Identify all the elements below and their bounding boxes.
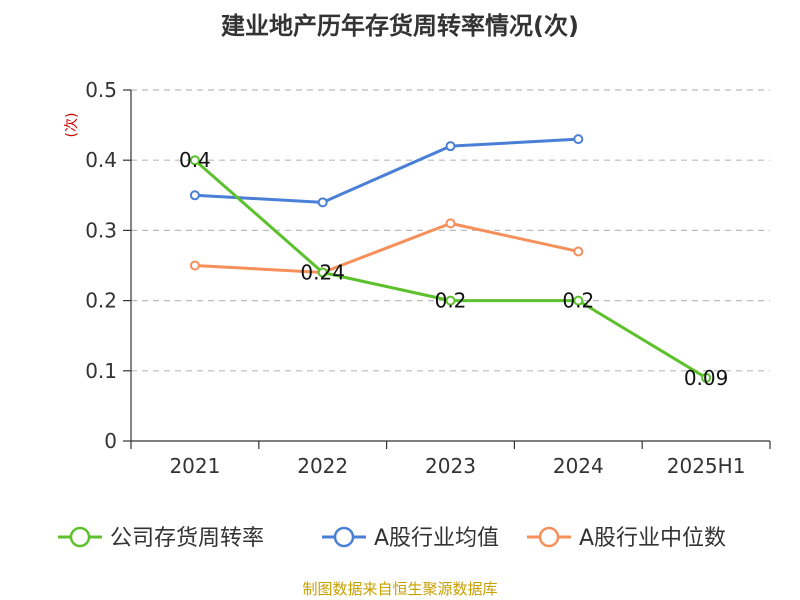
data-point: [573, 134, 584, 145]
legend-marker: [333, 526, 355, 548]
data-point: [445, 218, 456, 229]
data-label: 0.09: [684, 366, 729, 390]
data-point: [445, 141, 456, 152]
legend: 公司存货周转率 A股行业均值 A股行业中位数: [58, 526, 726, 551]
x-tick-label: 2022: [297, 454, 348, 478]
x-tick-label: 2024: [553, 454, 604, 478]
y-tick-label: 0.3: [85, 218, 117, 242]
data-point: [573, 295, 584, 306]
legend-item[interactable]: A股行业均值: [322, 526, 499, 551]
data-label: 0.2: [435, 289, 467, 313]
legend-label: 公司存货周转率: [110, 526, 264, 551]
source-note: 制图数据来自恒生聚源数据库: [302, 580, 497, 598]
data-point: [189, 190, 200, 201]
data-points: [189, 134, 712, 383]
data-label: 0.4: [179, 148, 211, 172]
chart-title: 建业地产历年存货周转率情况(次): [221, 12, 579, 40]
legend-item[interactable]: 公司存货周转率: [58, 526, 264, 551]
y-tick-label: 0.5: [85, 78, 117, 102]
x-tick-label: 2023: [425, 454, 476, 478]
y-tick-label: 0.2: [85, 289, 117, 313]
data-point: [189, 155, 200, 166]
legend-label: A股行业均值: [374, 526, 499, 551]
data-labels: 0.4 0.24 0.2 0.2 0.09: [179, 148, 728, 390]
data-point: [189, 260, 200, 271]
x-tick-label: 2021: [169, 454, 220, 478]
data-label: 0.2: [562, 289, 594, 313]
y-axis-unit-label: (次): [64, 113, 80, 138]
legend-item[interactable]: A股行业中位数: [527, 526, 726, 551]
data-point: [445, 295, 456, 306]
y-tick-label: 0: [104, 429, 117, 453]
grid-lines: [131, 89, 770, 372]
legend-marker: [69, 526, 91, 548]
series-line: [193, 137, 580, 204]
legend-label: A股行业中位数: [579, 526, 726, 551]
x-tick-label: 2025H1: [667, 454, 746, 478]
legend-marker: [538, 526, 560, 548]
data-label: 0.24: [300, 261, 345, 285]
series-line: [193, 221, 580, 275]
series-lines: [193, 137, 708, 380]
data-point: [317, 197, 328, 208]
data-point: [701, 372, 712, 383]
y-tick-label: 0.4: [85, 148, 117, 172]
axes: 0 0.1 0.2 0.3 0.4 0.5 2021 2022 2023 2024 2025H1: [85, 78, 771, 478]
data-point: [573, 246, 584, 257]
data-point: [317, 267, 328, 278]
y-tick-label: 0.1: [85, 359, 117, 383]
